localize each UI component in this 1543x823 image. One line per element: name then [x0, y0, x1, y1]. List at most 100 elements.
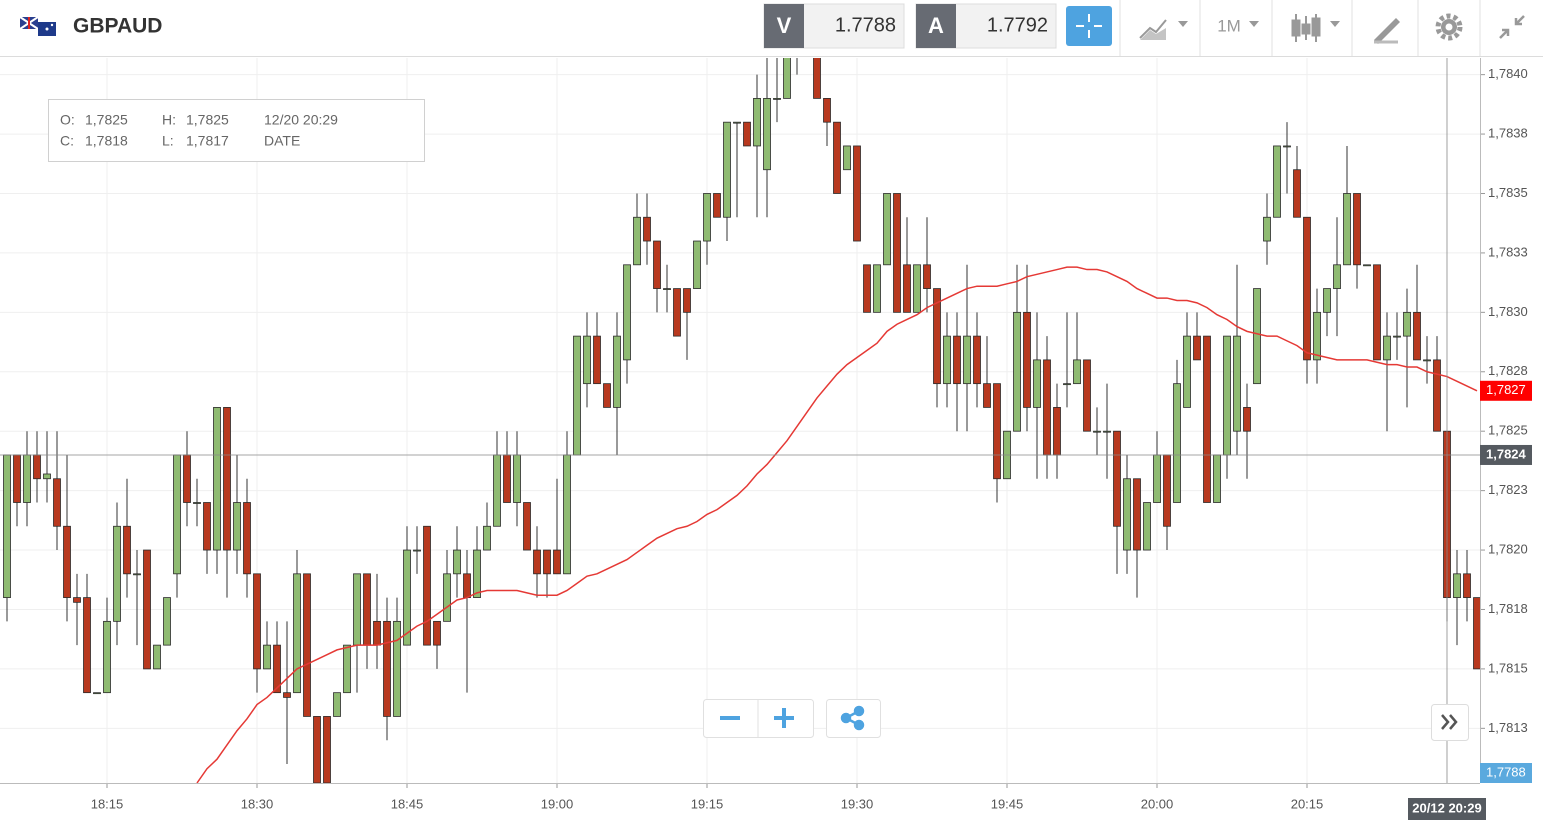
scroll-to-end-button[interactable]: [1431, 704, 1469, 741]
draw-tool-button[interactable]: [1374, 18, 1400, 44]
candle-body: [1093, 430, 1101, 433]
candle-body: [123, 525, 131, 575]
candle-body: [883, 193, 891, 266]
plot-area: [3, 58, 1480, 783]
candle-body: [163, 597, 171, 646]
candle-body: [703, 193, 711, 242]
candle-body: [1423, 359, 1431, 362]
x-tick-label: 18:45: [391, 796, 424, 811]
candle-body: [893, 193, 901, 313]
candle-body: [1343, 193, 1351, 266]
crosshair-button[interactable]: [1066, 6, 1112, 46]
candle-body: [923, 264, 931, 289]
candle-body: [933, 288, 941, 385]
candle-body: [503, 454, 511, 503]
candle-body: [613, 335, 621, 408]
candle-body: [233, 502, 241, 551]
collapse-button[interactable]: [1499, 15, 1525, 39]
candle-body: [543, 549, 551, 575]
candle-body: [223, 407, 231, 551]
candle-body: [113, 525, 121, 622]
candle-body: [833, 121, 841, 194]
candle-body: [193, 502, 201, 504]
moving-average: [196, 266, 1478, 783]
zoom-out-button[interactable]: [720, 716, 740, 720]
timeframe-arrow[interactable]: [1249, 21, 1259, 27]
candle-body: [153, 644, 161, 670]
x-tick-label: 19:45: [991, 796, 1024, 811]
sell-button[interactable]: [764, 4, 804, 48]
candle-body: [553, 549, 561, 575]
candle-body: [1153, 454, 1161, 503]
crosshair-time-marker: [1408, 798, 1486, 820]
candle-body: [1403, 311, 1411, 337]
y-tick-label: 1,7828: [1488, 363, 1528, 378]
close-label: C:: [60, 133, 74, 149]
share-button[interactable]: [840, 705, 865, 731]
candle-body: [283, 692, 291, 698]
candle-body: [173, 454, 181, 575]
candle-body: [1013, 311, 1021, 432]
candle-body: [643, 216, 651, 242]
candle-body: [1113, 430, 1121, 527]
candle-body: [293, 573, 301, 694]
candle-body: [63, 525, 71, 598]
candle-body: [383, 620, 391, 717]
y-tick-label: 1,7835: [1488, 185, 1528, 200]
buy-price: 1.7792: [987, 14, 1048, 36]
candle-body: [483, 525, 491, 551]
candle-body: [623, 264, 631, 361]
candle-body: [313, 716, 321, 783]
chart-type-button[interactable]: [1139, 19, 1188, 40]
candle-body: [83, 597, 91, 694]
candle-body: [1163, 454, 1171, 527]
zoom-controls: [703, 699, 881, 738]
candle-body: [673, 288, 681, 337]
candle-body: [1323, 288, 1331, 313]
candle-body: [333, 692, 341, 717]
candle-body: [353, 573, 361, 646]
open-label: O:: [60, 112, 75, 128]
zoom-in-button[interactable]: [774, 708, 794, 728]
candle-body: [603, 383, 611, 408]
candle-body: [633, 216, 641, 266]
candle-body: [133, 573, 141, 576]
candle-body: [1233, 335, 1241, 432]
ohlc-box: [48, 99, 425, 162]
candle-body: [263, 644, 271, 670]
sell-price: 1.7788: [835, 14, 896, 36]
candle-body: [1433, 359, 1441, 432]
candle-style-button[interactable]: [1291, 14, 1340, 42]
x-tick-label: 19:00: [541, 796, 574, 811]
symbol: GBPAUD: [73, 15, 162, 38]
candle-body: [253, 573, 261, 670]
candle-body: [903, 264, 911, 313]
candle-body: [373, 620, 381, 646]
bar-time: 12/20 20:29: [264, 112, 338, 128]
candle-body: [93, 692, 101, 695]
candle-body: [533, 549, 541, 575]
timeframe[interactable]: 1M: [1217, 16, 1241, 35]
sell-label: V: [777, 13, 792, 38]
candle-body: [1023, 311, 1031, 408]
candle-body: [1123, 478, 1131, 551]
settings-button[interactable]: [1435, 13, 1463, 41]
x-tick-label: 19:15: [691, 796, 724, 811]
candle-body: [1063, 383, 1071, 386]
y-tick-label: 1,7825: [1488, 423, 1528, 438]
candle-body: [343, 644, 351, 694]
candle-body: [53, 478, 61, 527]
candle-body: [203, 502, 211, 551]
candle-body: [753, 98, 761, 147]
x-tick-label: 18:15: [91, 796, 124, 811]
candle-body: [863, 264, 871, 313]
buy-button[interactable]: [916, 4, 956, 48]
buy-label: A: [928, 13, 944, 38]
high-value: 1,7825: [186, 112, 229, 128]
candle-body: [583, 335, 591, 385]
candle-body: [443, 573, 451, 622]
candle-body: [413, 549, 421, 552]
y-tick-label: 1,7815: [1488, 660, 1528, 675]
candle-body: [1103, 430, 1111, 433]
